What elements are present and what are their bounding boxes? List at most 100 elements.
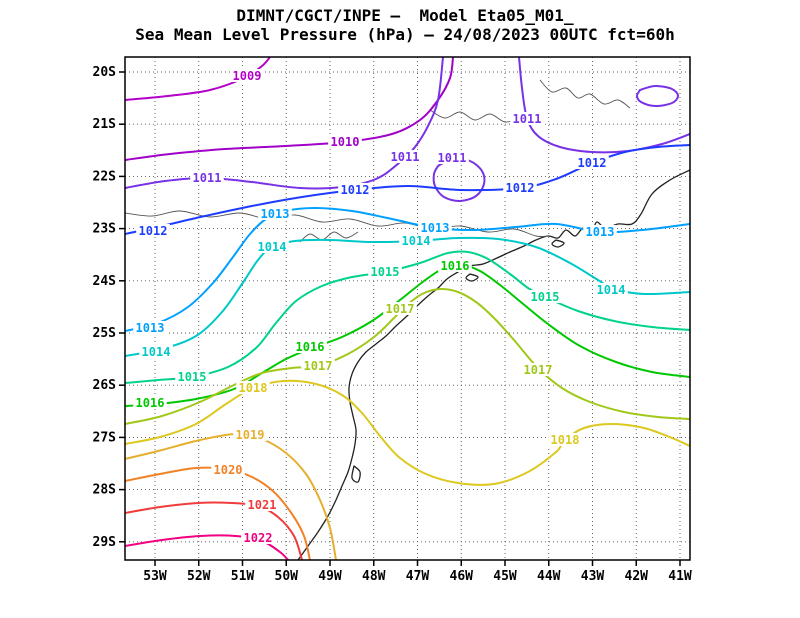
lon-tick-label: 43W <box>581 569 605 584</box>
isobar-1015-line <box>125 250 690 384</box>
isobar-label-1013: 1013 <box>421 221 450 235</box>
map-title-line1: DIMNT/CGCT/INPE — Model Eta05_M01_ <box>236 6 574 25</box>
isobar-1017-line <box>125 287 690 425</box>
isobar-label-1015: 1015 <box>371 265 400 279</box>
isobar-labels: 1009 1010 1011 1011 1011 1011 1012 1012 1012 1012… <box>133 69 628 545</box>
coastline <box>297 169 690 560</box>
isobar-1010 <box>125 57 454 161</box>
isobar-label-box <box>368 265 402 278</box>
lat-tick-label: 25S <box>93 326 117 341</box>
isobar-label-box <box>521 363 555 376</box>
isobar-1010-line <box>125 57 454 161</box>
isobar-label-1014: 1014 <box>142 345 171 359</box>
isobar-label-box <box>399 234 433 247</box>
isobar-label-box <box>338 183 372 196</box>
lon-tick-label: 53W <box>143 569 167 584</box>
isobar-1018 <box>125 379 690 486</box>
isobar-label-1017: 1017 <box>524 363 553 377</box>
isobar-label-1010: 1010 <box>331 135 360 149</box>
lat-tick-label: 24S <box>93 274 117 289</box>
isobar-label-1016: 1016 <box>296 340 325 354</box>
lat-tick-label: 28S <box>93 483 117 498</box>
isobar-label-box <box>233 428 267 441</box>
isobar-label-1016: 1016 <box>441 259 470 273</box>
isobar-label-box <box>245 498 279 511</box>
isobar-label-1014: 1014 <box>258 240 287 254</box>
isobar-label-box <box>583 225 617 238</box>
isobar-label-box <box>528 290 562 303</box>
isobar-label-box <box>510 112 544 125</box>
lon-tick-label: 41W <box>668 569 692 584</box>
isobar-1014 <box>125 236 690 357</box>
state-borders-path <box>299 231 359 243</box>
lon-tick-label: 51W <box>231 569 255 584</box>
isobar-label-box <box>190 171 224 184</box>
isobar-1011-line <box>432 157 486 203</box>
isobar-1009-line <box>125 57 271 101</box>
isobar-label-1017: 1017 <box>304 359 333 373</box>
isobar-label-1015: 1015 <box>178 370 207 384</box>
lon-tick-label: 50W <box>275 569 299 584</box>
isobar-label-box <box>255 240 289 253</box>
isobar-label-box <box>211 463 245 476</box>
lon-tick-label: 49W <box>318 569 342 584</box>
isobar-1022 <box>125 534 289 560</box>
isobar-label-box <box>133 396 167 409</box>
isobar-label-box <box>236 381 270 394</box>
isobar-label-1019: 1019 <box>236 428 265 442</box>
isobar-1013-line <box>125 206 690 332</box>
isobar-label-box <box>418 221 452 234</box>
lon-tick-label: 52W <box>187 569 211 584</box>
isobar-label-box <box>133 321 167 334</box>
state-borders-path <box>429 109 521 123</box>
isobar-1018-line <box>125 379 690 486</box>
isobar-label-1021: 1021 <box>248 498 277 512</box>
lon-tick-label: 42W <box>625 569 649 584</box>
isobar-1022-line <box>125 534 289 560</box>
isobar-label-box <box>388 150 422 163</box>
isobar-label-box <box>548 433 582 446</box>
lon-tick-label: 46W <box>450 569 474 584</box>
isobar-label-1011: 1011 <box>438 151 467 165</box>
isobar-1017 <box>125 287 690 425</box>
lon-tick-label: 44W <box>537 569 561 584</box>
isobar-label-1016: 1016 <box>136 396 165 410</box>
isobar-label-1013: 1013 <box>586 225 615 239</box>
map-title-line2: Sea Mean Level Pressure (hPa) — 24/08/20… <box>135 25 675 44</box>
isobar-label-box <box>293 340 327 353</box>
isobar-label-1018: 1018 <box>551 433 580 447</box>
isobar-label-1014: 1014 <box>402 234 431 248</box>
isobar-label-1017: 1017 <box>386 302 415 316</box>
isobar-1019 <box>125 432 337 560</box>
isobar-label-1015: 1015 <box>531 290 560 304</box>
isobar-1015 <box>125 250 690 384</box>
isobar-label-box <box>301 359 335 372</box>
isobar-label-box <box>230 69 264 82</box>
isobar-label-1009: 1009 <box>233 69 262 83</box>
isobar-label-box <box>594 283 628 296</box>
isobar-label-box <box>241 531 275 544</box>
isobar-label-1012: 1012 <box>139 224 168 238</box>
isobar-label-box <box>383 302 417 315</box>
lat-tick-label: 29S <box>93 535 117 550</box>
isobar-label-1018: 1018 <box>239 381 268 395</box>
lat-tick-label: 21S <box>93 117 117 132</box>
state-borders-path <box>539 79 631 109</box>
isobar-label-1011: 1011 <box>513 112 542 126</box>
lat-tick-label: 22S <box>93 169 117 184</box>
isobar-1012 <box>125 144 690 235</box>
lat-tick-label: 26S <box>93 378 117 393</box>
isobar-label-1014: 1014 <box>597 283 626 297</box>
isobar-label-box <box>258 207 292 220</box>
isobar-1020-line <box>125 466 311 560</box>
isobar-1011-line <box>518 57 690 154</box>
isobar-label-box <box>139 345 173 358</box>
isobar-label-1012: 1012 <box>578 156 607 170</box>
coastline-path <box>351 465 361 483</box>
lon-tick-label: 45W <box>493 569 517 584</box>
isobar-label-1013: 1013 <box>136 321 165 335</box>
isobar-label-box <box>503 181 537 194</box>
isobar-label-1011: 1011 <box>193 171 222 185</box>
coastline-path <box>551 239 565 248</box>
